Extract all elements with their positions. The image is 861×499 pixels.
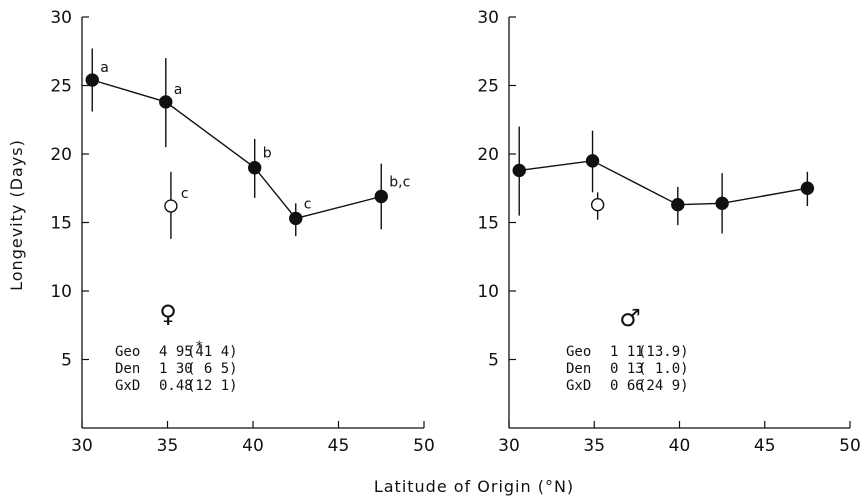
data-point xyxy=(800,181,815,195)
y-tick-label: 25 xyxy=(50,77,72,97)
y-tick-label: 5 xyxy=(488,351,499,371)
female-symbol: ♀ xyxy=(159,300,177,328)
stat-percent: (41 4) xyxy=(187,344,238,360)
stat-percent: ( 1.0) xyxy=(638,361,689,377)
male-symbol: ♂ xyxy=(619,304,641,332)
y-tick-label: 30 xyxy=(477,8,499,28)
x-tick-label: 45 xyxy=(328,436,350,456)
data-point-open xyxy=(590,197,605,212)
data-point xyxy=(159,95,173,109)
stat-value: 1 30 xyxy=(159,361,193,377)
point-label: b,c xyxy=(389,174,410,190)
stat-value: 0 13 xyxy=(610,361,644,377)
y-axis-label: Longevity (Days) xyxy=(7,139,26,291)
x-tick-label: 30 xyxy=(71,436,93,456)
stat-name: GxD xyxy=(115,378,140,394)
series-line xyxy=(92,79,382,220)
stat-name: GxD xyxy=(566,378,591,394)
x-tick-label: 50 xyxy=(413,436,435,456)
panel-female: 5 10 15 20 25 30 30 35 40 45 50 a a b c b,c c ♀ Geo 4 95 *(4… xyxy=(50,8,434,456)
data-point xyxy=(585,154,600,168)
x-tick-label: 40 xyxy=(669,436,691,456)
panel-male: 5 10 15 20 25 30 30 35 40 45 50 ♂ Geo 1 11(13.9) Den 0 … xyxy=(477,8,860,456)
series-line xyxy=(519,160,808,206)
data-point-open xyxy=(164,199,178,213)
data-point xyxy=(289,211,303,226)
stat-value: 1 11 xyxy=(610,344,644,360)
x-tick-label: 35 xyxy=(583,436,605,456)
data-point xyxy=(715,196,729,211)
point-label: a xyxy=(174,82,183,98)
stat-percent: (24 9) xyxy=(638,378,689,394)
y-tick-label: 10 xyxy=(50,282,72,302)
y-tick-label: 20 xyxy=(477,145,499,165)
data-point xyxy=(671,197,685,212)
y-tick-label: 15 xyxy=(50,214,72,234)
data-point xyxy=(85,73,99,87)
y-tick-label: 25 xyxy=(477,77,499,97)
stat-value: 0 66 xyxy=(610,378,644,394)
stat-name: Geo xyxy=(566,344,591,360)
point-label: c xyxy=(304,196,312,212)
y-tick-label: 15 xyxy=(477,214,499,234)
x-tick-label: 35 xyxy=(157,436,179,456)
data-point xyxy=(512,163,526,178)
x-axis-label: Latitude of Origin (°N) xyxy=(374,477,574,496)
stat-value: 0.48 xyxy=(159,378,193,394)
point-label: c xyxy=(181,186,189,202)
significance-star: * xyxy=(195,339,203,355)
stat-name: Den xyxy=(115,361,140,377)
x-tick-label: 45 xyxy=(754,436,776,456)
stat-name: Geo xyxy=(115,344,140,360)
y-tick-label: 5 xyxy=(61,351,72,371)
y-tick-label: 10 xyxy=(477,282,499,302)
x-tick-label: 30 xyxy=(498,436,520,456)
stat-name: Den xyxy=(566,361,591,377)
point-label: b xyxy=(263,146,272,162)
x-tick-label: 50 xyxy=(839,436,861,456)
stat-percent: (12 1) xyxy=(187,378,238,394)
stat-value: 4 95 xyxy=(159,344,193,360)
point-label: a xyxy=(100,60,109,76)
y-tick-label: 20 xyxy=(50,145,72,165)
stat-percent: (13.9) xyxy=(638,344,689,360)
y-tick-label: 30 xyxy=(50,8,72,28)
x-tick-label: 40 xyxy=(242,436,264,456)
data-point xyxy=(248,160,262,175)
data-point xyxy=(374,189,388,204)
stat-percent: ( 6 5) xyxy=(187,361,238,377)
